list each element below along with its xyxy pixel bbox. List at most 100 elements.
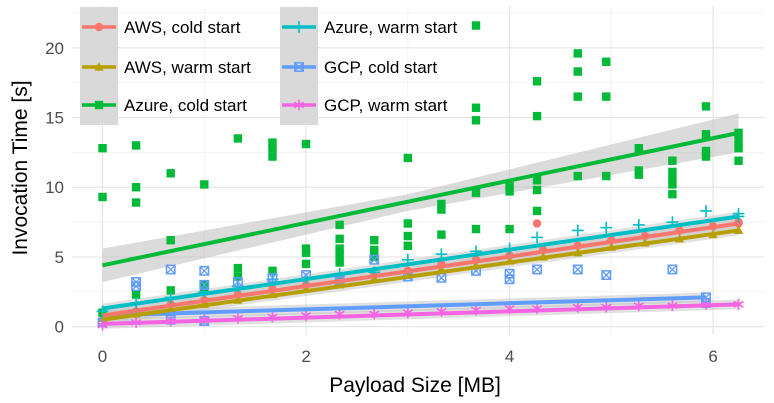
legend-item: GCP, cold start: [280, 47, 437, 87]
data-point: [573, 67, 582, 76]
data-point: [532, 185, 542, 195]
data-point: [370, 236, 379, 245]
data-point: [701, 152, 711, 161]
data-point: [166, 169, 175, 178]
y-tick-label: 0: [55, 318, 64, 337]
data-point: [600, 221, 613, 234]
data-point: [700, 205, 712, 217]
data-point: [98, 192, 107, 202]
y-tick-label: 10: [45, 178, 64, 197]
data-point: [233, 134, 243, 143]
data-point: [199, 265, 210, 276]
data-point: [471, 21, 481, 30]
data-point: [268, 152, 277, 161]
legend: AWS, cold start AWS, warm start Azure, col…: [80, 7, 457, 125]
y-axis-title: Invocation Time [s]: [9, 80, 32, 255]
data-point: [602, 92, 611, 101]
data-point: [131, 141, 141, 150]
trend-end-marker: [733, 225, 744, 235]
trend-line: [102, 221, 739, 318]
data-point: [233, 263, 243, 273]
data-point: [668, 156, 677, 165]
data-point: [200, 180, 209, 189]
data-point: [601, 270, 612, 281]
data-point: [532, 77, 542, 86]
data-point: [505, 224, 514, 234]
trend-end-marker: [732, 210, 745, 223]
x-axis-title: Payload Size [MB]: [329, 374, 501, 397]
legend-key-marker: [293, 99, 305, 111]
x-tick-label: 4: [505, 347, 514, 366]
data-point: [335, 234, 344, 244]
legend-key-marker: [94, 100, 104, 110]
data-point: [403, 219, 413, 228]
data-point: [131, 290, 141, 299]
legend-item: AWS, warm start: [80, 47, 251, 87]
trend-end-marker: [733, 298, 744, 310]
data-point: [165, 264, 176, 275]
y-tick-label: 15: [45, 109, 64, 128]
trend-end-marker: [734, 128, 743, 138]
data-point: [504, 274, 515, 285]
data-point: [335, 258, 344, 267]
x-tick-label: 6: [708, 347, 717, 366]
data-point: [335, 244, 344, 253]
data-point: [573, 171, 582, 181]
legend-label: AWS, cold start: [124, 18, 241, 37]
data-point: [370, 252, 379, 262]
data-point: [573, 92, 582, 101]
data-point: [471, 116, 481, 125]
data-point: [602, 57, 611, 66]
data-point: [532, 219, 542, 228]
data-point: [437, 205, 446, 214]
data-point: [301, 248, 311, 257]
data-point: [166, 236, 175, 245]
data-point: [335, 220, 344, 230]
legend-key-marker: [294, 62, 304, 72]
data-point: [268, 138, 277, 147]
data-point: [199, 279, 210, 290]
data-point: [505, 181, 514, 191]
x-tick-label: 0: [98, 347, 107, 366]
trend-end-marker: [701, 292, 711, 303]
data-point: [335, 251, 344, 260]
trend-line: [102, 130, 739, 268]
legend-item: GCP, warm start: [280, 85, 448, 125]
data-point: [634, 170, 644, 179]
data-point: [403, 231, 413, 241]
data-point: [632, 218, 645, 231]
y-axis-ticks: 0 5 10 15 20: [45, 39, 64, 337]
y-tick-label: 5: [55, 248, 64, 267]
trend-line: [102, 214, 739, 311]
data-point: [301, 259, 311, 269]
legend-key-marker: [293, 21, 305, 33]
data-point: [471, 103, 481, 112]
legend-item: AWS, cold start: [80, 7, 241, 47]
data-point: [131, 198, 141, 207]
data-point: [232, 277, 243, 287]
trend-lines: [102, 128, 745, 326]
grid: [72, 6, 764, 335]
data-point: [301, 139, 311, 149]
data-point: [668, 180, 677, 189]
data-point: [471, 188, 481, 198]
trend-line: [102, 295, 707, 318]
data-point: [532, 176, 542, 185]
data-point: [668, 189, 677, 199]
data-point: [701, 146, 711, 156]
data-point: [701, 102, 711, 111]
legend-item: Azure, warm start: [280, 7, 457, 47]
legend-label: GCP, cold start: [324, 58, 437, 77]
data-point: [667, 264, 678, 275]
data-point: [668, 174, 677, 184]
data-point: [505, 187, 514, 196]
x-axis-ticks: 0 2 4 6: [98, 347, 718, 366]
data-point: [233, 272, 243, 281]
data-point: [701, 130, 711, 139]
legend-key-marker: [94, 62, 104, 71]
data-point: [403, 153, 413, 163]
data-point: [268, 143, 277, 153]
data-point: [573, 49, 582, 58]
data-point: [471, 224, 481, 234]
